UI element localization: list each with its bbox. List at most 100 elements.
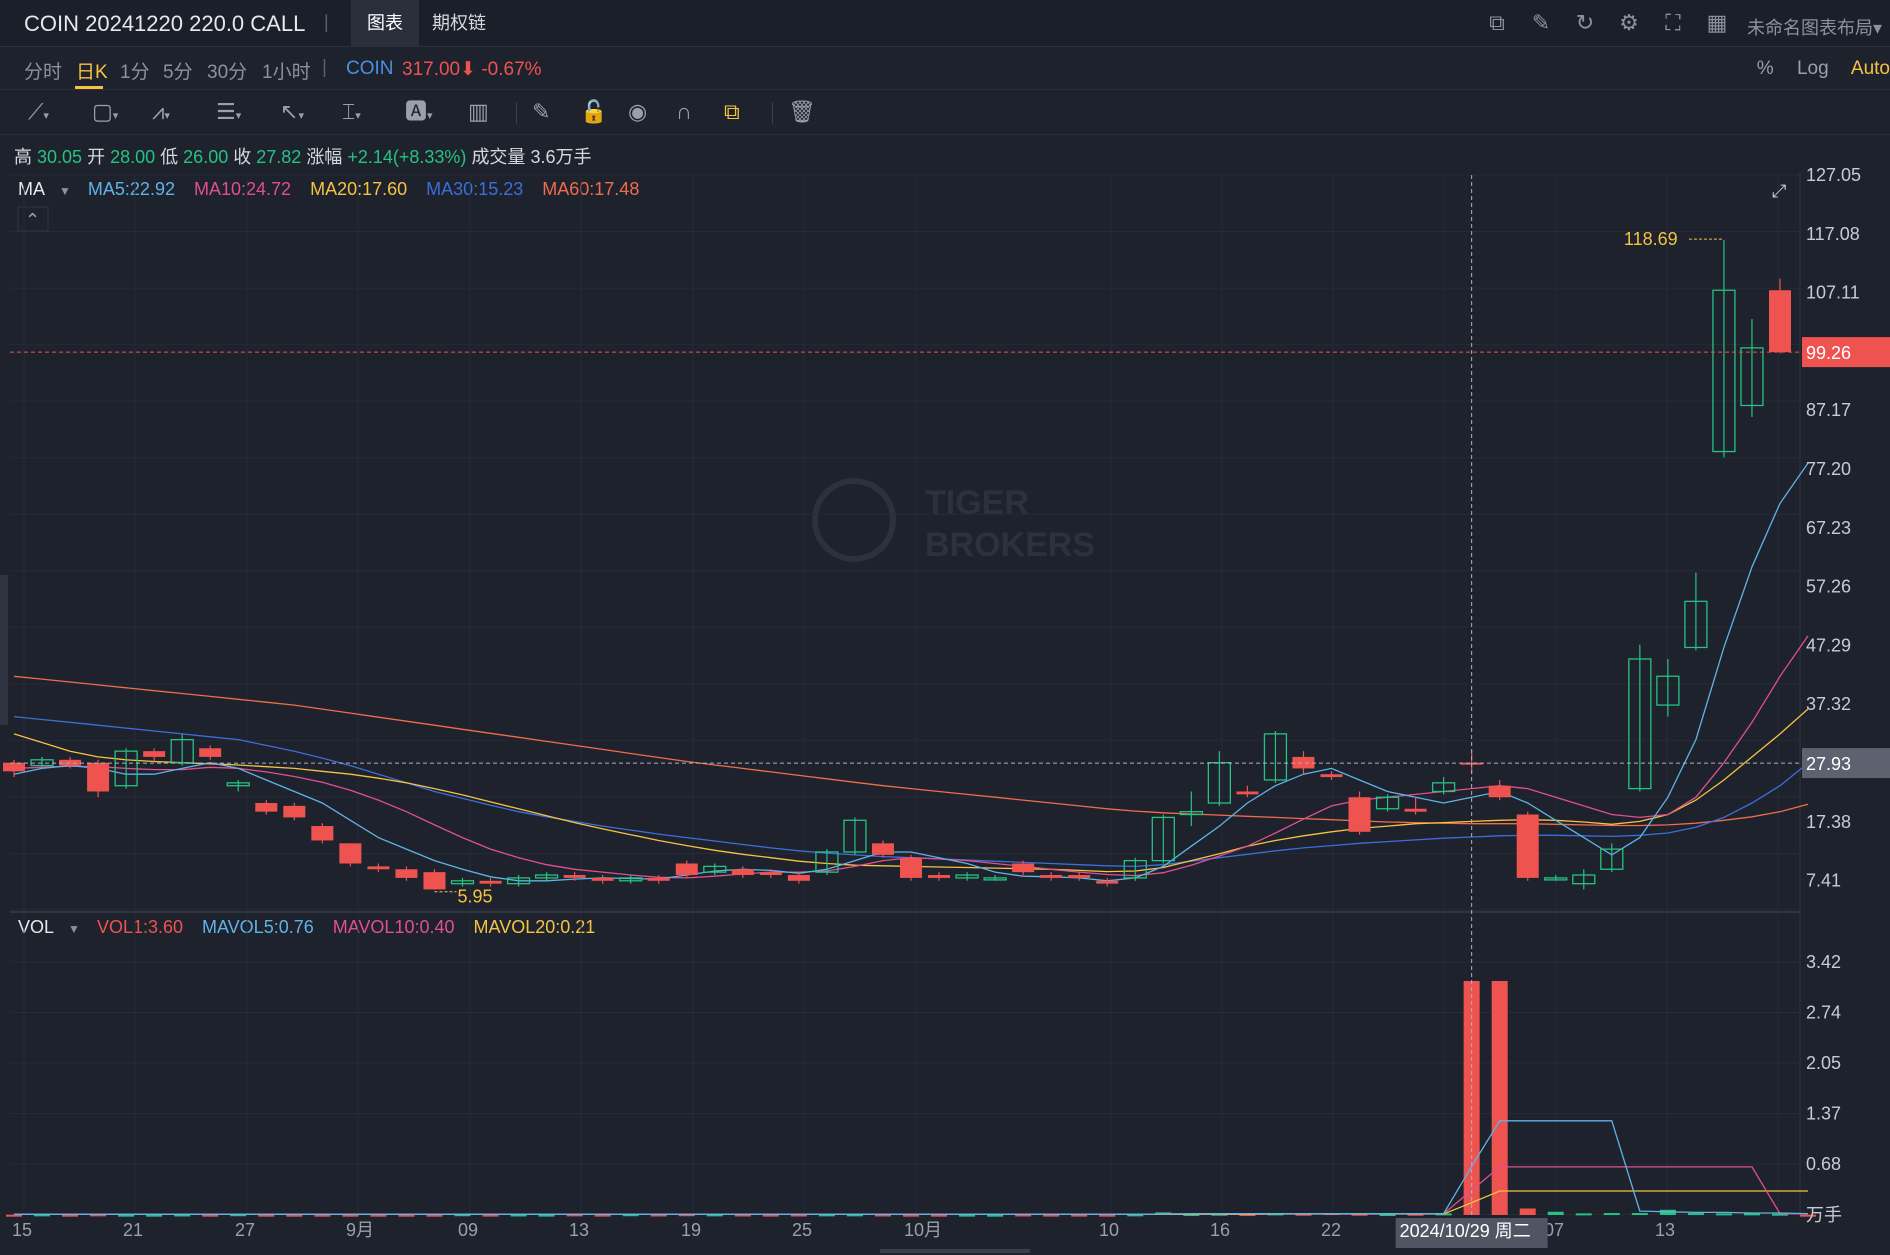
volume-bar <box>118 1214 135 1217</box>
price-tick-label: 67.23 <box>1806 518 1851 538</box>
chevron-down-icon[interactable]: ▼ <box>59 184 71 198</box>
crosshair-price-tag <box>1802 748 1890 779</box>
volume-bar <box>538 1214 555 1217</box>
candle-body <box>1068 875 1091 878</box>
high-label: 高 <box>14 147 32 167</box>
trend-line-icon[interactable]: ⟋▾ <box>28 99 49 124</box>
candle-body <box>1096 880 1119 884</box>
volume-bar <box>1127 1214 1144 1217</box>
candle-body <box>983 877 1007 881</box>
tab-option-chain[interactable]: 期权链 <box>432 13 486 33</box>
indicator-icon[interactable]: ▥ <box>468 99 489 124</box>
candle-body <box>1600 848 1624 870</box>
text-icon[interactable]: 🅰▾ <box>405 99 433 124</box>
underlying-symbol[interactable]: COIN <box>346 58 394 79</box>
arrow-icon[interactable]: ↖▾ <box>280 99 304 124</box>
refresh-icon[interactable]: ↻ <box>1575 10 1595 35</box>
link-icon[interactable]: ⧉ <box>724 99 740 124</box>
volume-bar <box>1715 1213 1732 1216</box>
candle-body <box>619 877 643 882</box>
ma-indicator-name[interactable]: MA <box>18 179 45 199</box>
fib-icon[interactable]: ☰▾ <box>216 99 242 124</box>
percent-scale-toggle[interactable]: % <box>1756 58 1774 79</box>
volume-value: 3.6万手 <box>530 147 592 167</box>
volume-bar <box>1071 1214 1088 1217</box>
candle-body <box>647 877 670 881</box>
pattern-icon[interactable]: ⩘▾ <box>152 99 170 124</box>
candle-body <box>506 877 531 885</box>
toolbar-separator <box>516 102 517 124</box>
date-tick-label: 09 <box>458 1220 478 1240</box>
candle-body <box>311 826 334 841</box>
date-tick-label: 13 <box>569 1220 589 1240</box>
vol-indicator-name[interactable]: VOL <box>18 917 55 937</box>
trash-icon[interactable]: 🗑 <box>788 99 816 124</box>
candle-body <box>563 875 586 878</box>
log-scale-toggle[interactable]: Log <box>1796 58 1829 79</box>
candle-body <box>479 880 502 884</box>
toolbar-separator <box>772 102 773 124</box>
eye-icon[interactable]: ◉ <box>628 99 648 124</box>
volume-bar <box>1099 1214 1116 1217</box>
period-daily[interactable]: 日K <box>76 62 108 83</box>
collapse-button <box>17 206 49 232</box>
period-timeshare[interactable]: 分时 <box>24 62 63 83</box>
date-tick-label: 10 <box>1099 1220 1119 1240</box>
active-period-indicator <box>75 86 103 89</box>
chevron-up-icon[interactable]: ⌃ <box>25 210 40 230</box>
watermark-line2: BROKERS <box>925 526 1096 564</box>
vol-legend: VOL ▼ VOL1:3.60 MAVOL5:0.76 MAVOL10:0.40 … <box>18 917 609 938</box>
ohlc-readout: 高 30.05 开 28.00 低 26.00 收 27.82 涨幅 +2.14… <box>14 143 591 169</box>
date-tick-label: 21 <box>123 1220 143 1240</box>
volume-bar <box>874 1214 891 1217</box>
volume-bar <box>1015 1214 1032 1217</box>
period-1hour[interactable]: 1小时 <box>262 62 311 83</box>
volume-label: 成交量 <box>471 147 526 167</box>
grid-icon[interactable]: ▦ <box>1706 10 1728 35</box>
volume-bar <box>790 1214 807 1217</box>
settings-icon[interactable]: ⚙ <box>1619 10 1639 35</box>
magnet-icon[interactable]: ∩ <box>676 99 692 124</box>
period-5min[interactable]: 5分 <box>163 62 193 83</box>
measure-icon[interactable]: ⌶▾ <box>342 99 361 124</box>
period-30min[interactable]: 30分 <box>207 62 248 83</box>
layout-name-label: 未命名图表布局 <box>1746 18 1873 38</box>
pencil-icon[interactable]: ✎ <box>532 99 551 124</box>
rectangle-icon[interactable]: ▢▾ <box>92 99 119 124</box>
ma5-line <box>13 462 1809 882</box>
candle-body <box>900 857 923 878</box>
period-1min[interactable]: 1分 <box>120 62 150 83</box>
volume-bar <box>510 1214 527 1217</box>
volume-bar <box>959 1214 976 1217</box>
candle-body <box>1263 733 1288 781</box>
mavol5-label: MAVOL5:0.76 <box>202 917 314 937</box>
candle-body <box>59 759 82 766</box>
candle-body <box>843 819 867 853</box>
chart-window-icon[interactable]: ⧉ <box>1489 10 1505 35</box>
volume-bar <box>342 1214 359 1217</box>
underlying-change: -0.67% <box>481 59 542 80</box>
volume-bar <box>1631 1213 1648 1216</box>
chevron-down-icon[interactable]: ▼ <box>68 922 80 936</box>
fullscreen-icon[interactable]: ⛶ <box>1665 10 1681 35</box>
lock-icon[interactable]: 🔓 <box>580 99 608 124</box>
ma10-line <box>13 635 1809 879</box>
watermark-logo-icon <box>812 478 896 562</box>
auto-scale-toggle[interactable]: Auto <box>1850 58 1890 79</box>
volume-bar <box>734 1214 751 1217</box>
volume-bar <box>987 1214 1004 1217</box>
close-label: 收 <box>233 147 252 167</box>
draw-icon[interactable]: ✎ <box>1531 10 1551 35</box>
expand-icon[interactable]: ⤢ <box>1772 181 1787 201</box>
tab-chart[interactable]: 图表 <box>351 0 419 46</box>
volume-bar <box>286 1214 303 1217</box>
max-price-label: 118.69 <box>1624 229 1678 249</box>
candle-body <box>1123 859 1147 879</box>
volume-unit-label: 万手 <box>1806 1205 1842 1225</box>
candle-body <box>1572 874 1596 885</box>
layout-name-dropdown[interactable]: 未命名图表布局▾ <box>1746 18 1882 38</box>
candle-body <box>1207 762 1232 804</box>
candle-body <box>1769 290 1791 353</box>
crosshair-date-tag <box>1395 1218 1548 1248</box>
